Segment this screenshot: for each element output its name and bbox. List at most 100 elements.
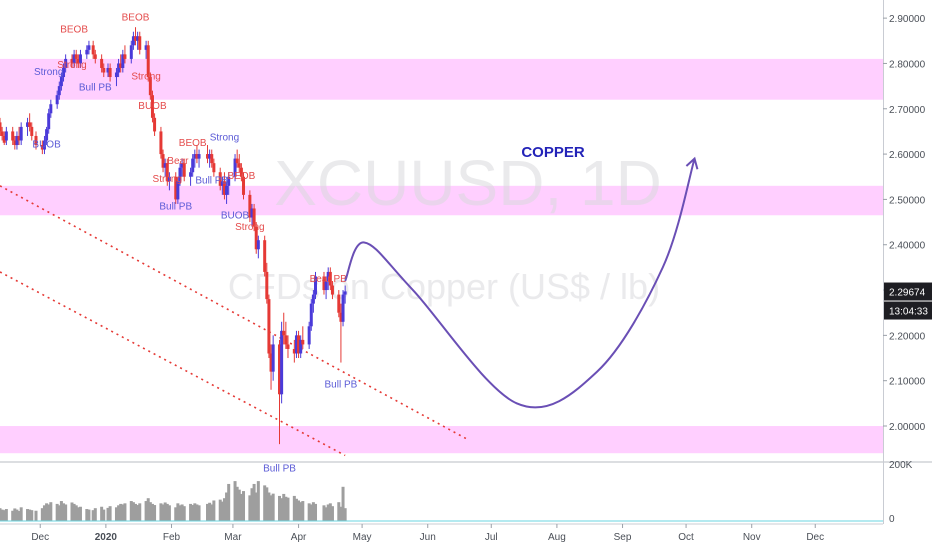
candle-body: [59, 77, 63, 87]
volume-bar: [93, 508, 97, 521]
volume-bar: [176, 503, 180, 521]
candle: [193, 149, 197, 168]
candle-body: [212, 163, 216, 173]
candle-body: [195, 154, 199, 159]
volume-bar: [114, 507, 118, 521]
volume-bar: [191, 505, 195, 521]
candle-body: [74, 54, 78, 59]
watermark-symbol: XCUUSD, 1D: [274, 147, 662, 219]
candle: [309, 299, 313, 331]
candle-body: [341, 294, 345, 322]
candle: [220, 176, 224, 195]
candle-body: [252, 208, 256, 227]
volume-bar: [106, 507, 110, 521]
candle-body: [206, 154, 210, 159]
volume-bar: [294, 498, 298, 521]
volume-bar: [57, 505, 61, 521]
volume-bar: [19, 507, 23, 521]
last-price-marker: 2.29674 13:04:33: [884, 282, 932, 320]
candle: [182, 158, 186, 182]
candle: [280, 321, 284, 404]
candle-body: [47, 113, 51, 130]
pattern-label: BEOB: [227, 171, 255, 182]
candle: [341, 290, 345, 327]
volume-bar: [138, 503, 142, 521]
candle: [210, 149, 214, 168]
candle: [206, 145, 210, 164]
candle: [2, 131, 6, 146]
x-tick-label: Mar: [224, 532, 242, 543]
volume-bar: [17, 511, 21, 521]
candle-body: [114, 72, 118, 78]
volume-bar: [248, 495, 252, 521]
candle: [233, 154, 237, 182]
candle: [328, 267, 332, 291]
candle-body: [136, 36, 140, 41]
pattern-label: BEOB: [60, 25, 88, 36]
volume-bar: [144, 501, 148, 521]
candle-body: [76, 58, 80, 64]
candle-body: [148, 77, 152, 96]
volume-bar: [225, 492, 229, 521]
candle: [197, 149, 201, 168]
volume-bar: [218, 499, 222, 521]
candle-body: [256, 240, 260, 250]
candle: [40, 140, 44, 155]
candle-body: [167, 176, 171, 182]
candle-body: [150, 95, 154, 118]
pattern-label: Bull PB: [79, 83, 112, 94]
candle: [254, 222, 258, 254]
candle: [337, 290, 341, 318]
candle-body: [299, 339, 303, 354]
volume-bar: [269, 495, 273, 521]
candle: [45, 126, 49, 146]
volume-bar: [45, 503, 49, 521]
volume-bar: [311, 502, 315, 521]
volume-bar: [339, 506, 343, 521]
volume-bar: [148, 502, 152, 521]
volume-bar: [62, 503, 66, 521]
volume-bar: [131, 502, 135, 521]
volume-bar: [195, 504, 199, 521]
candle-body: [42, 140, 46, 150]
candle-body: [239, 167, 243, 177]
candle-body: [62, 67, 66, 78]
candle-body: [163, 163, 167, 168]
volume-bar: [286, 497, 290, 521]
volume-bar: [284, 496, 288, 521]
volume-bar: [235, 486, 239, 521]
volume-bar: [0, 509, 4, 521]
pattern-label: Strong: [210, 132, 239, 143]
volume-bar: [117, 505, 121, 521]
candle: [314, 271, 318, 300]
candle: [343, 285, 347, 304]
candle-body: [102, 67, 106, 73]
candle-body: [159, 131, 163, 155]
candle: [121, 49, 125, 73]
candle: [227, 172, 231, 195]
candle: [269, 344, 273, 390]
volume-bars: [0, 481, 347, 521]
volume-bar: [161, 504, 165, 521]
candle-body: [93, 54, 97, 59]
volume-bar: [108, 506, 112, 521]
volume-bar: [282, 493, 286, 521]
candle-body: [225, 185, 229, 195]
candle-body: [297, 335, 301, 354]
candle: [13, 135, 17, 150]
candle-body: [138, 36, 142, 50]
volume-bar: [78, 506, 82, 521]
candle-body: [11, 131, 15, 141]
x-tick-label: Oct: [678, 532, 694, 543]
volume-bar: [26, 509, 30, 521]
volume-bar: [76, 507, 80, 521]
watermark-description: CFDs on Copper (US$ / lb): [228, 266, 660, 307]
candle-body: [0, 122, 2, 132]
volume-bar: [102, 509, 106, 521]
volume-bar: [330, 506, 334, 521]
last-price-box: [884, 282, 932, 301]
candle-body: [146, 45, 150, 78]
candle: [91, 40, 95, 59]
volume-bar: [85, 509, 89, 521]
volume-bar: [153, 505, 157, 521]
